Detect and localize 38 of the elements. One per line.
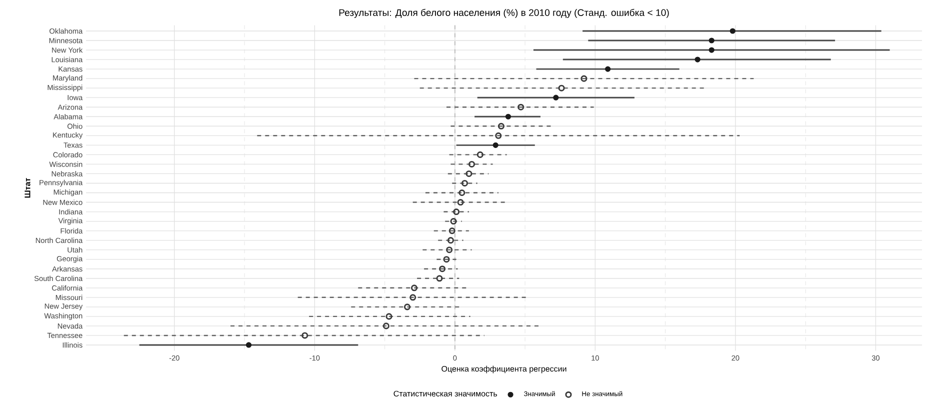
point	[302, 332, 308, 339]
point	[558, 84, 565, 92]
point	[457, 198, 464, 206]
point	[453, 208, 460, 216]
point	[730, 28, 736, 34]
point	[694, 56, 700, 62]
point	[495, 132, 502, 139]
point	[443, 256, 450, 263]
y-axis-title: Штат	[24, 178, 30, 198]
point	[246, 342, 252, 348]
point	[498, 122, 504, 130]
point	[468, 160, 476, 168]
point	[580, 75, 588, 82]
point	[505, 114, 512, 120]
point	[446, 246, 453, 254]
point	[410, 294, 416, 301]
point	[439, 266, 446, 272]
chart-title: Результаты: Доля белого населения (%) в 2010 году (Станд. ошибка < 10)	[339, 8, 669, 18]
point	[708, 47, 714, 53]
point	[553, 94, 559, 100]
x-axis-title: Оценка коэффициента регрессии	[442, 366, 566, 374]
point	[458, 189, 466, 196]
point	[461, 180, 468, 186]
point	[404, 304, 410, 310]
point	[448, 228, 456, 234]
point	[386, 313, 392, 320]
point	[476, 151, 484, 158]
point	[518, 104, 524, 110]
point	[466, 170, 472, 177]
point	[447, 237, 454, 244]
point	[492, 142, 498, 148]
point	[436, 275, 443, 282]
point	[410, 284, 418, 292]
point	[382, 322, 390, 330]
point	[708, 38, 714, 44]
point	[450, 218, 457, 225]
legend-title: Статистическая значимость	[394, 390, 498, 396]
point	[604, 66, 611, 72]
